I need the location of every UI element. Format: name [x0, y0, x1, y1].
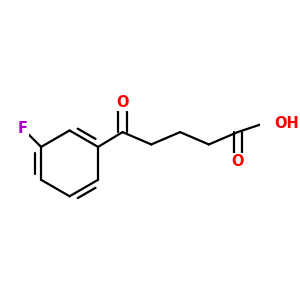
Text: O: O: [116, 95, 129, 110]
Text: F: F: [18, 121, 28, 136]
Text: O: O: [231, 154, 244, 169]
Text: OH: OH: [274, 116, 298, 131]
